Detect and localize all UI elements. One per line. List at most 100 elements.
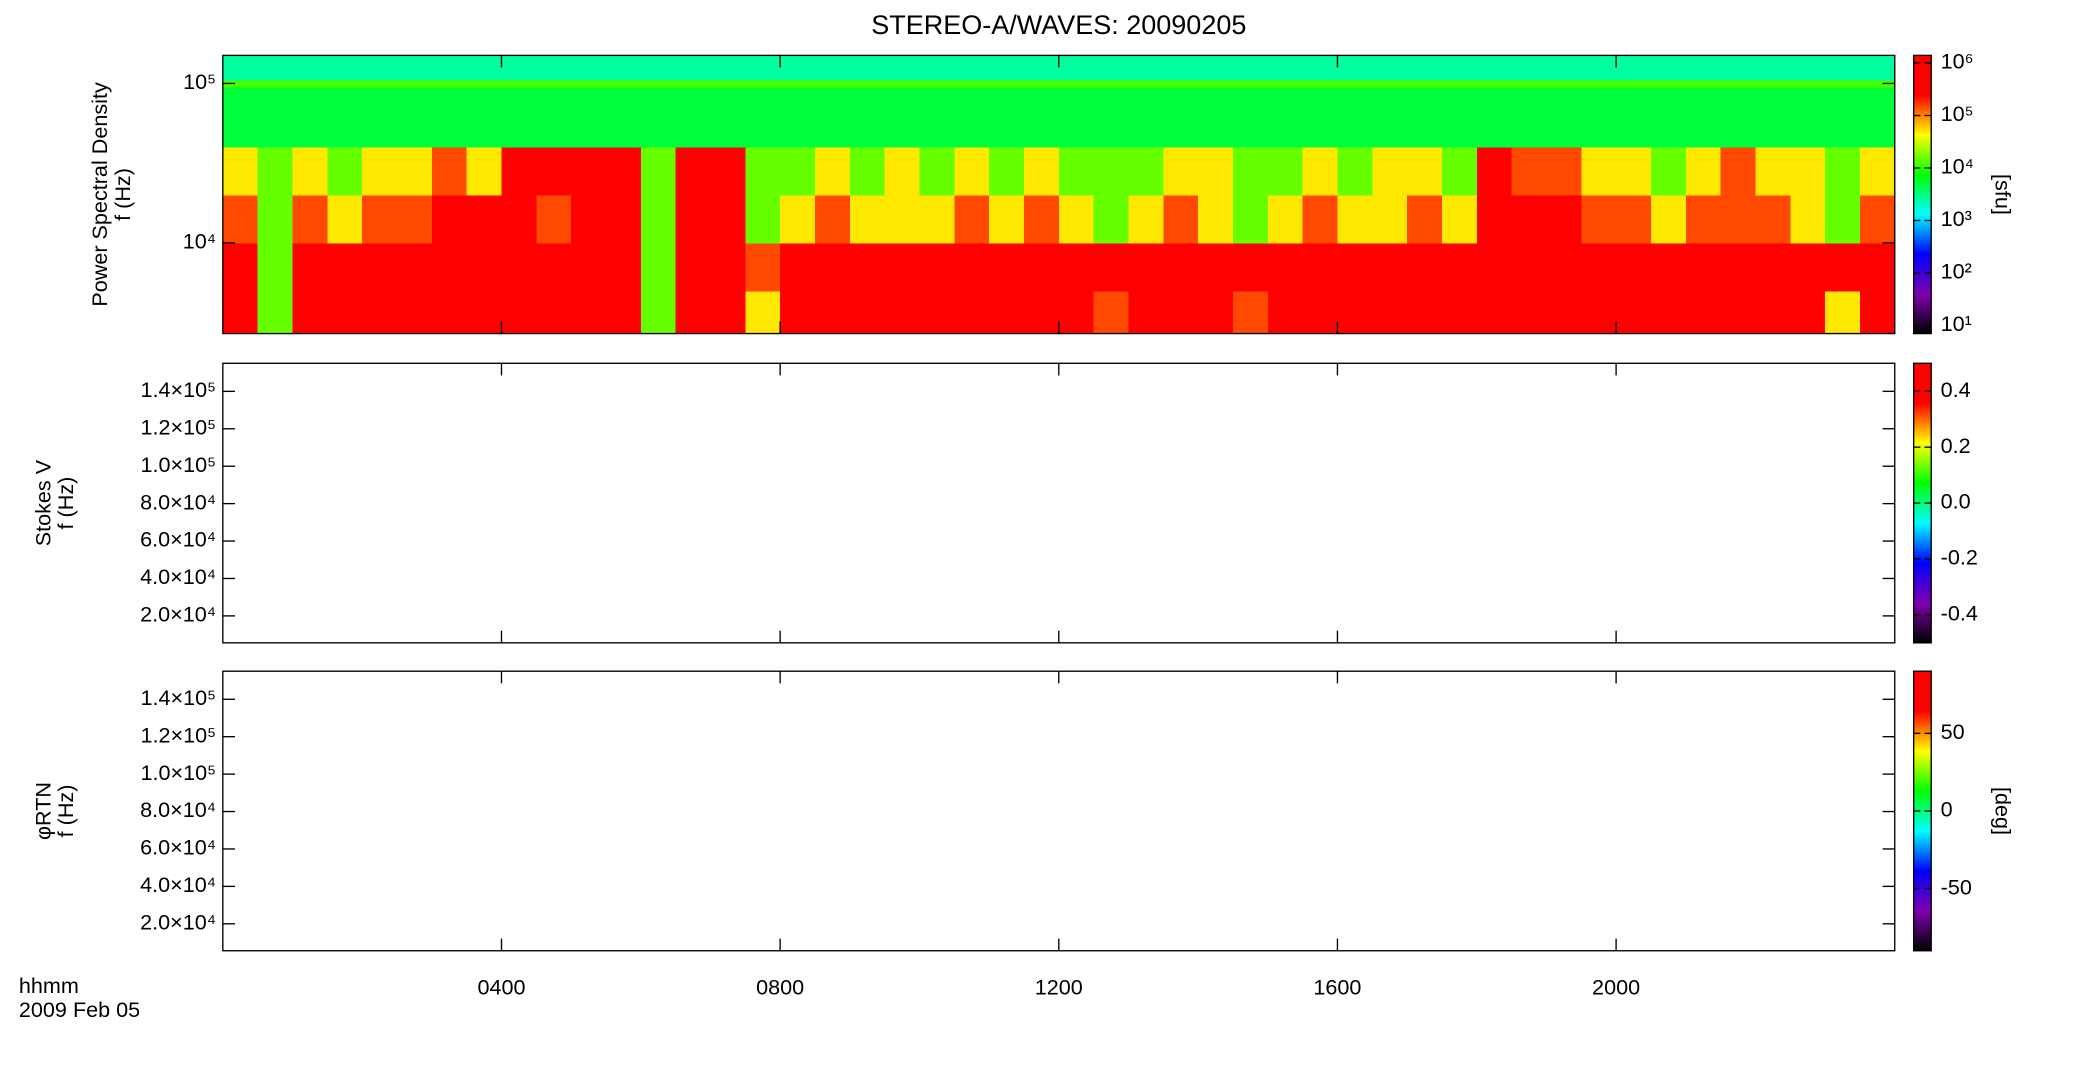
heatmap-cell (536, 194, 572, 244)
heatmap-cell (1232, 80, 1269, 88)
heatmap-cell (1093, 55, 1129, 81)
colorbar-tick-label: 10⁵ (1941, 101, 1974, 126)
heatmap-cell (675, 87, 711, 148)
heatmap-cell (780, 55, 816, 81)
chart-title: STEREO-A/WAVES: 20090205 (871, 10, 1246, 40)
y-tick-label: 1.2×10⁵ (140, 722, 216, 747)
heatmap-cell (292, 55, 328, 81)
heatmap-cell (362, 194, 398, 244)
heatmap-cell (571, 55, 607, 81)
heatmap-cell (1685, 80, 1721, 88)
heatmap-cell (1790, 194, 1826, 244)
heatmap-cell (814, 146, 851, 196)
heatmap-cell (1476, 146, 1513, 196)
heatmap-cell (1163, 146, 1199, 196)
colorbar-tick-label: 0 (1941, 797, 1953, 822)
heatmap-cell (1232, 87, 1269, 148)
heatmap-cell (292, 242, 328, 292)
y-tick-label: 2.0×10⁴ (140, 602, 216, 627)
heatmap-cell (1441, 80, 1478, 88)
heatmap-cell (884, 87, 920, 148)
heatmap-cell (1650, 80, 1687, 88)
y-tick-label: 6.0×10⁴ (140, 835, 216, 860)
heatmap-cell (605, 80, 642, 88)
heatmap-cell (222, 242, 259, 292)
heatmap-cell (1093, 242, 1129, 292)
heatmap-cell (536, 146, 572, 196)
heatmap-cell (1859, 55, 1896, 81)
heatmap-cell (1337, 55, 1373, 81)
heatmap-cell (1267, 290, 1304, 334)
heatmap-cell (1337, 290, 1373, 334)
heatmap-cell (1058, 87, 1095, 148)
heatmap-cell (1790, 80, 1826, 88)
heatmap-cell (919, 146, 955, 196)
heatmap-cell (327, 242, 363, 292)
heatmap-cell (1128, 290, 1164, 334)
heatmap-cell (1546, 290, 1582, 334)
heatmap-cell (431, 80, 468, 88)
heatmap-cell (431, 55, 468, 81)
heatmap-cell (1058, 290, 1095, 334)
heatmap-cell (675, 194, 711, 244)
heatmap-cell (1720, 290, 1756, 334)
heatmap-cell (1128, 55, 1164, 81)
panel-frame (222, 362, 1896, 644)
heatmap-cell (1616, 80, 1652, 88)
heatmap-cell (605, 87, 642, 148)
date-label: 2009 Feb 05 (19, 997, 140, 1022)
heatmap-cell (1407, 242, 1443, 292)
heatmap-cell (1720, 146, 1756, 196)
heatmap-cell (362, 87, 398, 148)
heatmap-cell (1825, 146, 1861, 196)
heatmap-cell (640, 87, 677, 148)
heatmap-cell (919, 194, 955, 244)
heatmap-cell (1581, 194, 1617, 244)
heatmap-cell (1511, 290, 1547, 334)
heatmap-cell (989, 146, 1025, 196)
y-tick-label: 8.0×10⁴ (140, 489, 216, 514)
heatmap-cell (814, 194, 851, 244)
heatmap-cell (396, 80, 433, 88)
heatmap-cell (571, 146, 607, 196)
heatmap-cell (814, 55, 851, 81)
y-tick-label: 2.0×10⁴ (140, 910, 216, 935)
heatmap-cell (536, 80, 572, 88)
colorbar-tick-label: 0.4 (1941, 377, 1971, 402)
heatmap-cell (1511, 242, 1547, 292)
heatmap-cell (1093, 194, 1129, 244)
heatmap-cell (327, 80, 363, 88)
heatmap-cell (396, 194, 433, 244)
heatmap-cell (1720, 194, 1756, 244)
colorbar-tick-label: -0.4 (1941, 601, 1978, 626)
heatmap-cell (571, 87, 607, 148)
heatmap-cell (849, 146, 886, 196)
heatmap-cell (1616, 290, 1652, 334)
heatmap-cell (1267, 242, 1304, 292)
heatmap-cell (1755, 87, 1791, 148)
heatmap-cell (501, 290, 537, 334)
heatmap-cell (1093, 80, 1129, 88)
heatmap-cell (814, 80, 851, 88)
heatmap-cell (1372, 290, 1408, 334)
colorbar-tick-label: 10⁴ (1941, 154, 1974, 179)
heatmap-cell (1859, 242, 1896, 292)
colorbar-tick-label: 10¹ (1941, 311, 1972, 336)
heatmap-cell (1128, 146, 1164, 196)
heatmap-cell (501, 80, 537, 88)
heatmap-cell (1407, 194, 1443, 244)
heatmap-cell (536, 290, 572, 334)
colorbar-tick-label: 50 (1941, 719, 1965, 744)
heatmap-cell (396, 87, 433, 148)
heatmap-cell (605, 55, 642, 81)
heatmap-cell (1441, 290, 1478, 334)
heatmap-cell (1407, 80, 1443, 88)
heatmap-cell (675, 55, 711, 81)
heatmap-cell (292, 87, 328, 148)
heatmap-cell (1581, 55, 1617, 81)
heatmap-cell (466, 194, 502, 244)
heatmap-cell (257, 194, 293, 244)
heatmap-cell (640, 80, 677, 88)
heatmap-cell (919, 55, 955, 81)
